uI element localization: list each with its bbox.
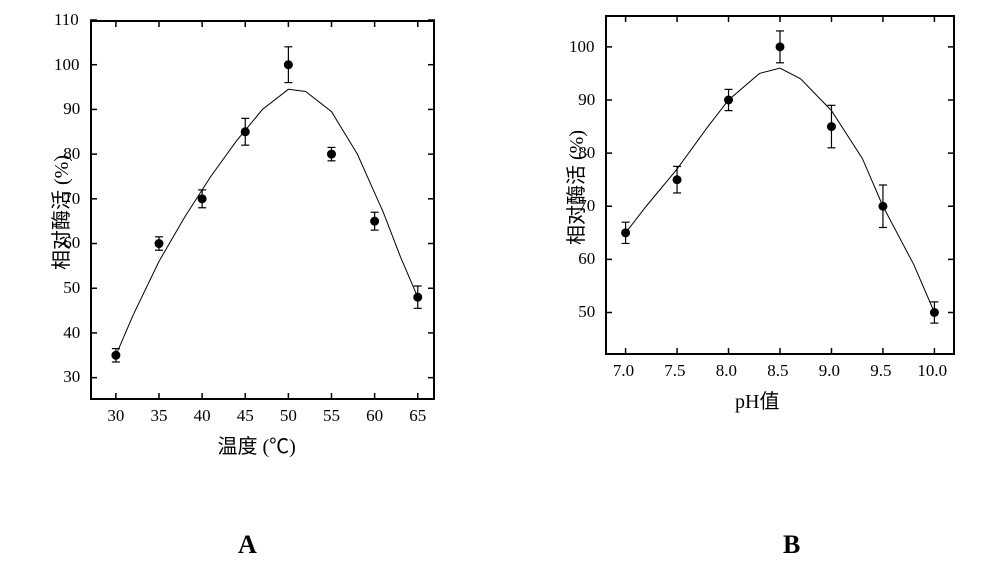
panel_B-xtick-label: 10.0 [917, 361, 947, 381]
panel_A-xtick-label: 65 [409, 406, 426, 426]
panel_B-x-axis-label: pH值 [735, 385, 779, 414]
panel-b-label: B [783, 530, 800, 560]
panel_B-xtick-label: 8.5 [767, 361, 788, 381]
panel_A-xtick-label: 55 [323, 406, 340, 426]
panel_A-xtick-label: 40 [194, 406, 211, 426]
panel_A-xtick-label: 45 [237, 406, 254, 426]
panel_A-y-axis-label: 相对酶活 (%) [45, 155, 74, 270]
panel-a-label: A [238, 530, 257, 560]
panel_A-x-axis-label: 温度 (℃) [218, 430, 296, 459]
panel_A-xtick-label: 30 [107, 406, 124, 426]
figure-canvas: A B 303540455055606530405060708090100110… [0, 0, 1000, 573]
panel_A-ytick-label: 90 [63, 99, 80, 119]
panel_B-plot-frame [605, 15, 955, 355]
panel_B-xtick-label: 8.0 [716, 361, 737, 381]
panel_B-xtick-label: 9.5 [870, 361, 891, 381]
panel_A-xtick-label: 35 [151, 406, 168, 426]
panel_A-ytick-label: 40 [63, 323, 80, 343]
panel_A-plot-frame [90, 20, 435, 400]
panel_B-xtick-label: 9.0 [819, 361, 840, 381]
panel_B-y-axis-label: 相对酶活 (%) [560, 130, 589, 245]
panel_A-ytick-label: 110 [54, 10, 79, 30]
panel_B-xtick-label: 7.0 [613, 361, 634, 381]
panel_A-xtick-label: 50 [280, 406, 297, 426]
panel_B-ytick-label: 60 [578, 249, 595, 269]
panel_B-ytick-label: 50 [578, 302, 595, 322]
panel_B-xtick-label: 7.5 [664, 361, 685, 381]
panel_A-ytick-label: 30 [63, 367, 80, 387]
panel_B-ytick-label: 90 [578, 90, 595, 110]
panel_A-ytick-label: 50 [63, 278, 80, 298]
panel_A-xtick-label: 60 [366, 406, 383, 426]
panel_A-ytick-label: 100 [54, 55, 80, 75]
panel_B-ytick-label: 100 [569, 37, 595, 57]
